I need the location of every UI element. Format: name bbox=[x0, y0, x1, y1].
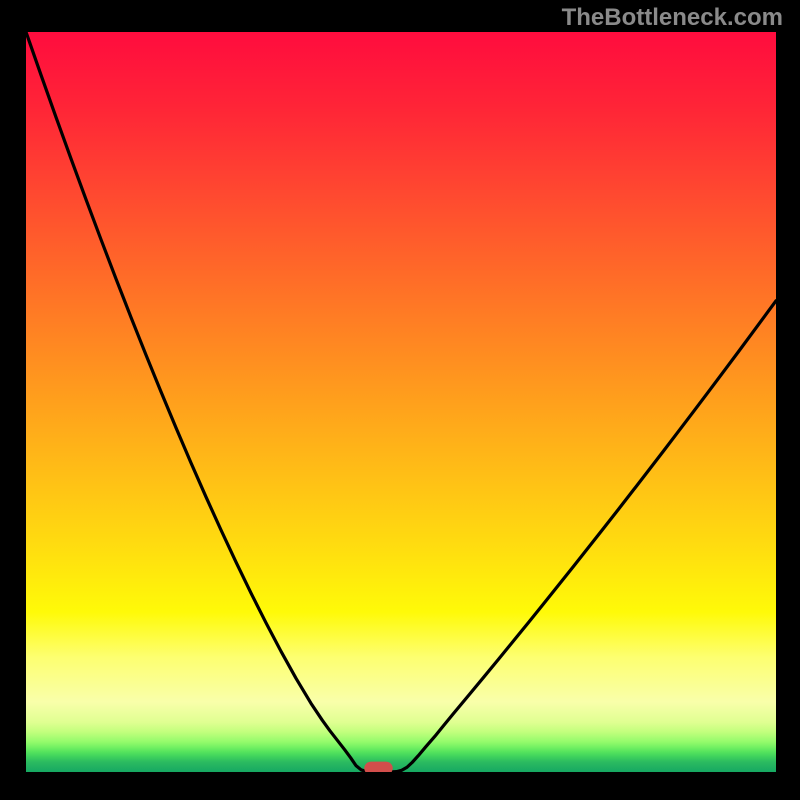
minimum-marker bbox=[364, 762, 393, 772]
plot-area bbox=[26, 32, 776, 772]
watermark-text: TheBottleneck.com bbox=[562, 4, 783, 32]
plot-svg bbox=[26, 32, 776, 772]
gradient-background bbox=[26, 32, 776, 772]
